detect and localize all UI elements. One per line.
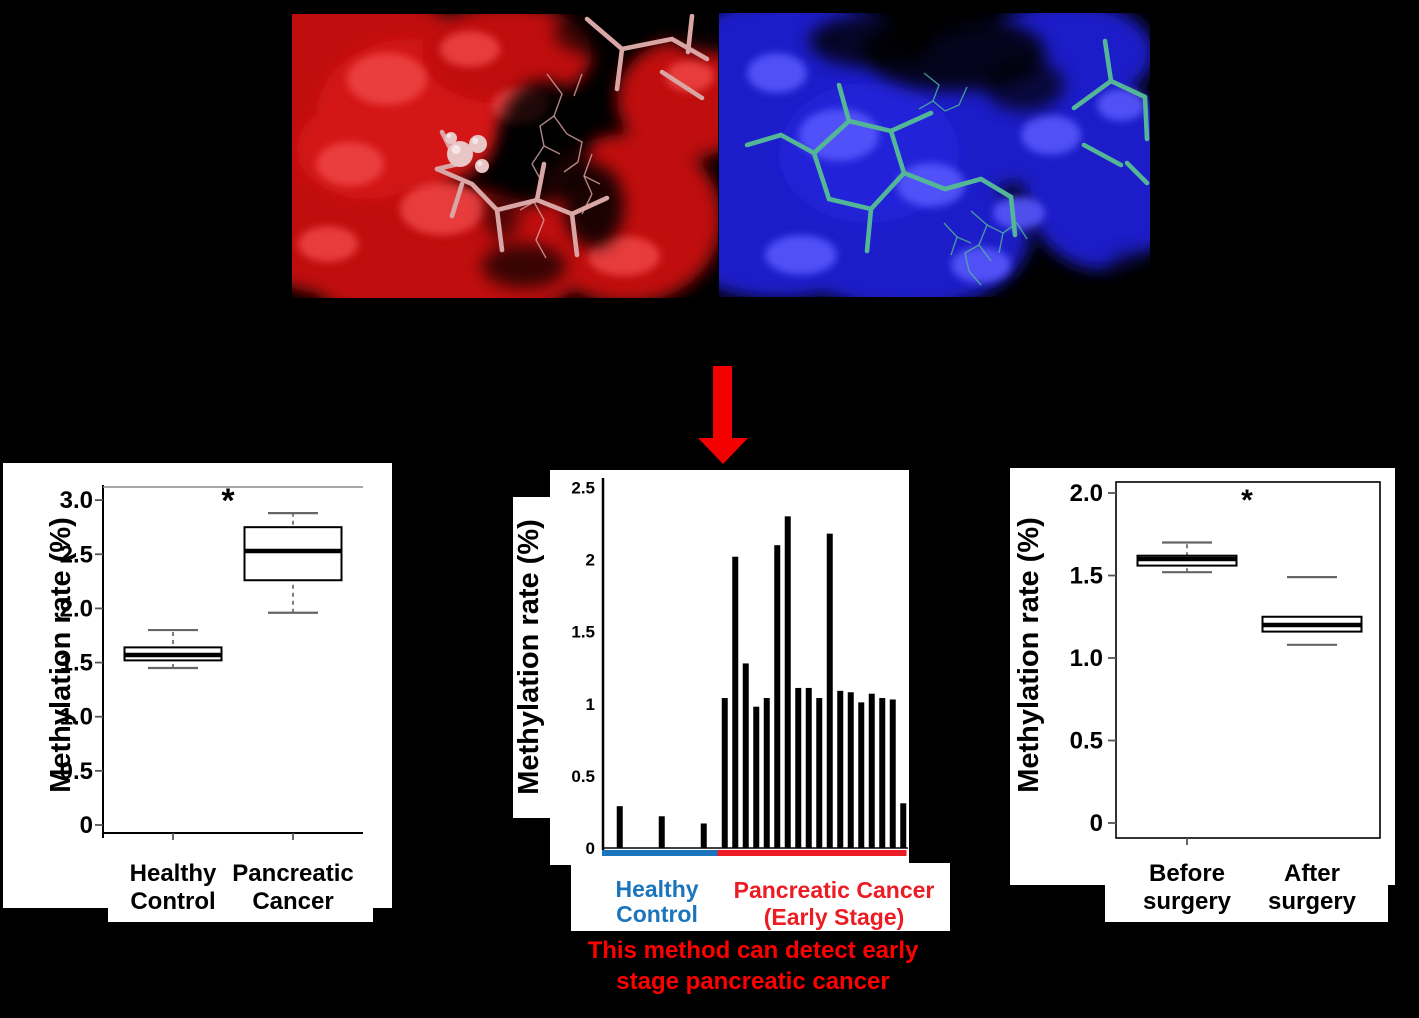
significance-asterisk: * xyxy=(221,482,235,520)
group-label: Pancreatic Cancer xyxy=(734,877,935,903)
sample-bar xyxy=(847,692,854,848)
y-axis-title: Methylation rate (%) xyxy=(45,517,77,793)
box-after-surgery xyxy=(1261,576,1363,646)
sample-bar xyxy=(795,687,802,848)
y-tick-label: 1.0 xyxy=(1070,645,1103,672)
y-tick-label: 2.0 xyxy=(60,595,93,622)
sample-bar xyxy=(700,823,707,848)
y-tick-label: 1 xyxy=(586,695,595,714)
category-label: Before xyxy=(1149,860,1225,887)
y-tick-label: 0 xyxy=(586,839,595,858)
y-tick-label: 1.5 xyxy=(571,623,595,642)
sample-bar xyxy=(826,533,833,848)
box-healthy-control xyxy=(123,628,223,670)
sample-bar xyxy=(721,698,728,848)
y-tick-label: 2 xyxy=(586,551,595,570)
group-label: Control xyxy=(616,901,698,927)
protein-surface-red-image xyxy=(292,14,718,298)
sample-bar xyxy=(868,693,875,848)
sample-bar xyxy=(858,702,865,848)
sample-bar xyxy=(784,516,791,848)
ligand-sticks-thin xyxy=(918,72,1028,286)
bar-group-1 xyxy=(721,516,907,848)
sample-bar xyxy=(900,803,907,848)
category-label: After xyxy=(1284,860,1340,887)
sample-bar xyxy=(763,698,770,848)
y-tick-label: 3.0 xyxy=(60,487,93,514)
sample-bar xyxy=(732,556,739,848)
sample-bar xyxy=(658,816,665,848)
ligand-sticks xyxy=(744,38,1150,254)
category-label: surgery xyxy=(1143,888,1232,915)
sample-bar xyxy=(805,687,812,848)
boxplot-before-after-surgery: 00.51.01.52.0BeforesurgeryAftersurgery*M… xyxy=(1010,468,1395,922)
surface-cavity xyxy=(482,14,718,288)
box-before-surgery xyxy=(1136,541,1238,574)
y-tick-label: 1.5 xyxy=(1070,563,1103,590)
group-label: (Early Stage) xyxy=(764,904,905,930)
ligand-sticks-thin xyxy=(519,73,601,259)
group-underline xyxy=(602,850,718,856)
y-tick-label: 0.5 xyxy=(60,758,93,785)
y-tick-label: 2.0 xyxy=(1070,480,1103,507)
category-label: Pancreatic xyxy=(232,860,353,887)
down-arrow xyxy=(698,366,748,464)
arrow-shaft xyxy=(713,366,732,440)
surface-cavity xyxy=(809,15,1150,295)
y-axis-title: Methylation rate (%) xyxy=(513,519,545,795)
protein-surface-blue-image xyxy=(719,13,1150,297)
sample-bar xyxy=(774,545,781,848)
y-tick-label: 0 xyxy=(1090,810,1103,837)
caption-line: stage pancreatic cancer xyxy=(616,968,889,995)
group-underline xyxy=(717,850,907,856)
y-tick-label: 0 xyxy=(80,812,93,839)
sample-bar xyxy=(837,690,844,848)
y-axis-title: Methylation rate (%) xyxy=(1013,517,1045,793)
category-label: Control xyxy=(130,888,215,915)
category-label: surgery xyxy=(1268,888,1357,915)
chart-panel-background xyxy=(571,863,950,931)
chart-panel-background xyxy=(108,908,373,922)
sample-bar xyxy=(879,698,886,848)
y-tick-label: 2.5 xyxy=(60,541,93,568)
plot-frame xyxy=(1115,481,1381,839)
y-tick-label: 0.5 xyxy=(1070,728,1103,755)
category-label: Healthy xyxy=(130,860,217,887)
ligand-spheres xyxy=(445,132,489,173)
y-tick-label: 2.5 xyxy=(571,479,595,498)
category-label: Cancer xyxy=(252,888,333,915)
iqr-box xyxy=(243,526,343,582)
box-pancreatic-cancer xyxy=(243,511,343,614)
sample-bar xyxy=(616,806,623,848)
caption-line: This method can detect early xyxy=(588,937,919,964)
chart-panel-background xyxy=(1105,885,1388,922)
sample-bar xyxy=(889,699,896,848)
bar-group-0 xyxy=(616,806,707,848)
sample-bar xyxy=(816,698,823,848)
significance-asterisk: * xyxy=(1241,484,1253,517)
sample-bar xyxy=(742,663,749,848)
y-tick-label: 1.0 xyxy=(60,704,93,731)
arrow-head xyxy=(698,438,748,464)
y-tick-label: 1.5 xyxy=(60,650,93,677)
y-tick-label: 0.5 xyxy=(571,767,595,786)
group-label: Healthy xyxy=(615,876,698,902)
sample-bar xyxy=(753,706,760,848)
